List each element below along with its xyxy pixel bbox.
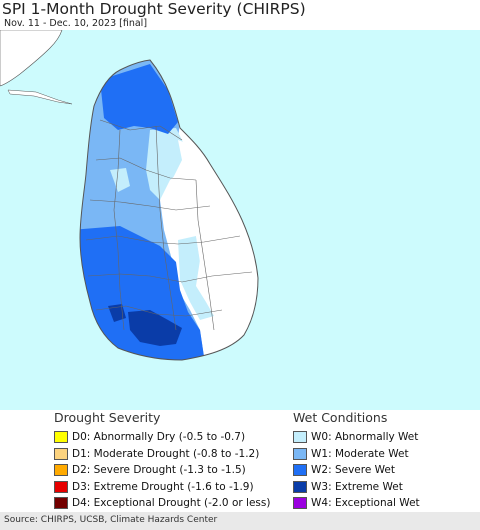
legend-item-w2: W2: Severe Wet bbox=[293, 462, 420, 478]
zone-w2-severe-wet-north bbox=[100, 64, 178, 134]
legend-swatch-d1 bbox=[54, 447, 68, 460]
drought-legend-title: Drought Severity bbox=[54, 410, 161, 425]
legend-label-d3: D3: Extreme Drought (-1.6 to -1.9) bbox=[72, 480, 254, 493]
legend-item-w3: W3: Extreme Wet bbox=[293, 479, 420, 495]
legend-item-d1: D1: Moderate Drought (-0.8 to -1.2) bbox=[54, 446, 270, 462]
legend-swatch-d4 bbox=[54, 497, 68, 509]
legend-label-d2: D2: Severe Drought (-1.3 to -1.5) bbox=[72, 464, 246, 476]
legend-swatch-d2 bbox=[54, 464, 68, 476]
legend-item-w1: W1: Moderate Wet bbox=[293, 446, 420, 462]
legend-label-w0: W0: Abnormally Wet bbox=[311, 431, 419, 443]
legend-swatch-w0 bbox=[293, 431, 307, 443]
legend-item-d0: D0: Abnormally Dry (-0.5 to -0.7) bbox=[54, 429, 270, 445]
legend-item-w0: W0: Abnormally Wet bbox=[293, 429, 420, 445]
legend-label-w2: W2: Severe Wet bbox=[311, 464, 395, 476]
legend-swatch-w1 bbox=[293, 447, 307, 460]
legend-item-w4: W4: Exceptional Wet bbox=[293, 495, 420, 511]
legend-item-d3: D3: Extreme Drought (-1.6 to -1.9) bbox=[54, 479, 270, 495]
island-outline bbox=[79, 59, 259, 361]
india-landmass bbox=[0, 30, 63, 87]
zone-w3-extreme-wet bbox=[128, 310, 182, 346]
zone-w0-abnormally-wet bbox=[146, 128, 186, 200]
legend-label-d4: D4: Exceptional Drought (-2.0 or less) bbox=[72, 497, 271, 509]
source-credit: Source: CHIRPS, UCSB, Climate Hazards Ce… bbox=[4, 515, 218, 525]
district-boundaries bbox=[85, 119, 253, 331]
legend-label-w3: W3: Extreme Wet bbox=[311, 480, 403, 493]
mannar-islets bbox=[7, 89, 73, 105]
zone-w3-extreme-wet-2 bbox=[108, 304, 126, 322]
map-subtitle: Nov. 11 - Dec. 10, 2023 [final] bbox=[4, 18, 148, 29]
legend-label-w1: W1: Moderate Wet bbox=[311, 447, 409, 460]
drought-legend: Drought Severity D0: Abnormally Dry (-0.… bbox=[54, 410, 270, 512]
legend-label-d0: D0: Abnormally Dry (-0.5 to -0.7) bbox=[72, 431, 246, 443]
wet-legend-title: Wet Conditions bbox=[293, 410, 388, 425]
map-title: SPI 1-Month Drought Severity (CHIRPS) bbox=[2, 0, 306, 18]
legend-label-d1: D1: Moderate Drought (-0.8 to -1.2) bbox=[72, 447, 260, 460]
legend-swatch-w3 bbox=[293, 480, 307, 493]
drought-map bbox=[0, 30, 480, 410]
legend-item-d2: D2: Severe Drought (-1.3 to -1.5) bbox=[54, 462, 270, 478]
legend-swatch-w4 bbox=[293, 497, 307, 509]
zone-w0-abnormally-wet-2 bbox=[178, 236, 214, 320]
wet-legend: Wet Conditions W0: Abnormally Wet W1: Mo… bbox=[293, 410, 420, 512]
legend-item-d4: D4: Exceptional Drought (-2.0 or less) bbox=[54, 495, 270, 511]
zone-w0-abnormally-wet-3 bbox=[110, 168, 130, 192]
legend-swatch-d3 bbox=[54, 480, 68, 493]
legend: Drought Severity D0: Abnormally Dry (-0.… bbox=[0, 410, 480, 510]
legend-swatch-d0 bbox=[54, 431, 68, 443]
source-bar: Source: CHIRPS, UCSB, Climate Hazards Ce… bbox=[0, 512, 480, 530]
zone-east-no-anomaly bbox=[172, 140, 258, 330]
legend-swatch-w2 bbox=[293, 464, 307, 476]
legend-label-w4: W4: Exceptional Wet bbox=[311, 497, 420, 509]
